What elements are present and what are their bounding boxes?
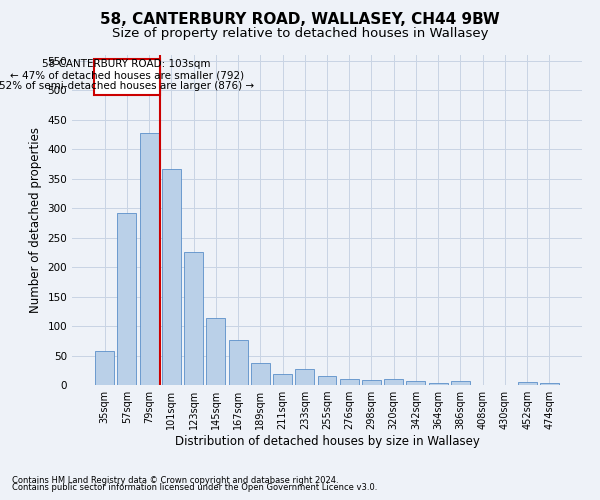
Bar — [118, 213, 136, 385]
Text: Size of property relative to detached houses in Wallasey: Size of property relative to detached ho… — [112, 28, 488, 40]
Bar — [451, 382, 470, 385]
Text: Contains public sector information licensed under the Open Government Licence v3: Contains public sector information licen… — [12, 484, 377, 492]
Bar — [95, 352, 114, 385]
Bar — [140, 133, 158, 385]
Text: ← 47% of detached houses are smaller (792): ← 47% of detached houses are smaller (79… — [10, 70, 244, 80]
Bar — [406, 382, 425, 385]
Bar — [273, 374, 292, 385]
Bar — [206, 318, 225, 385]
Bar — [162, 168, 181, 385]
Bar — [362, 380, 381, 385]
Bar — [540, 382, 559, 385]
Bar — [429, 382, 448, 385]
Bar — [184, 252, 203, 385]
Bar — [340, 379, 359, 385]
Bar — [384, 379, 403, 385]
Y-axis label: Number of detached properties: Number of detached properties — [29, 127, 42, 313]
Text: 58, CANTERBURY ROAD, WALLASEY, CH44 9BW: 58, CANTERBURY ROAD, WALLASEY, CH44 9BW — [100, 12, 500, 28]
Bar — [229, 340, 248, 385]
Text: Contains HM Land Registry data © Crown copyright and database right 2024.: Contains HM Land Registry data © Crown c… — [12, 476, 338, 485]
Text: 52% of semi-detached houses are larger (876) →: 52% of semi-detached houses are larger (… — [0, 80, 254, 90]
Bar — [94, 58, 160, 95]
Bar — [518, 382, 536, 385]
Bar — [251, 362, 270, 385]
Text: 58 CANTERBURY ROAD: 103sqm: 58 CANTERBURY ROAD: 103sqm — [43, 60, 211, 70]
X-axis label: Distribution of detached houses by size in Wallasey: Distribution of detached houses by size … — [175, 435, 479, 448]
Bar — [295, 369, 314, 385]
Bar — [317, 376, 337, 385]
